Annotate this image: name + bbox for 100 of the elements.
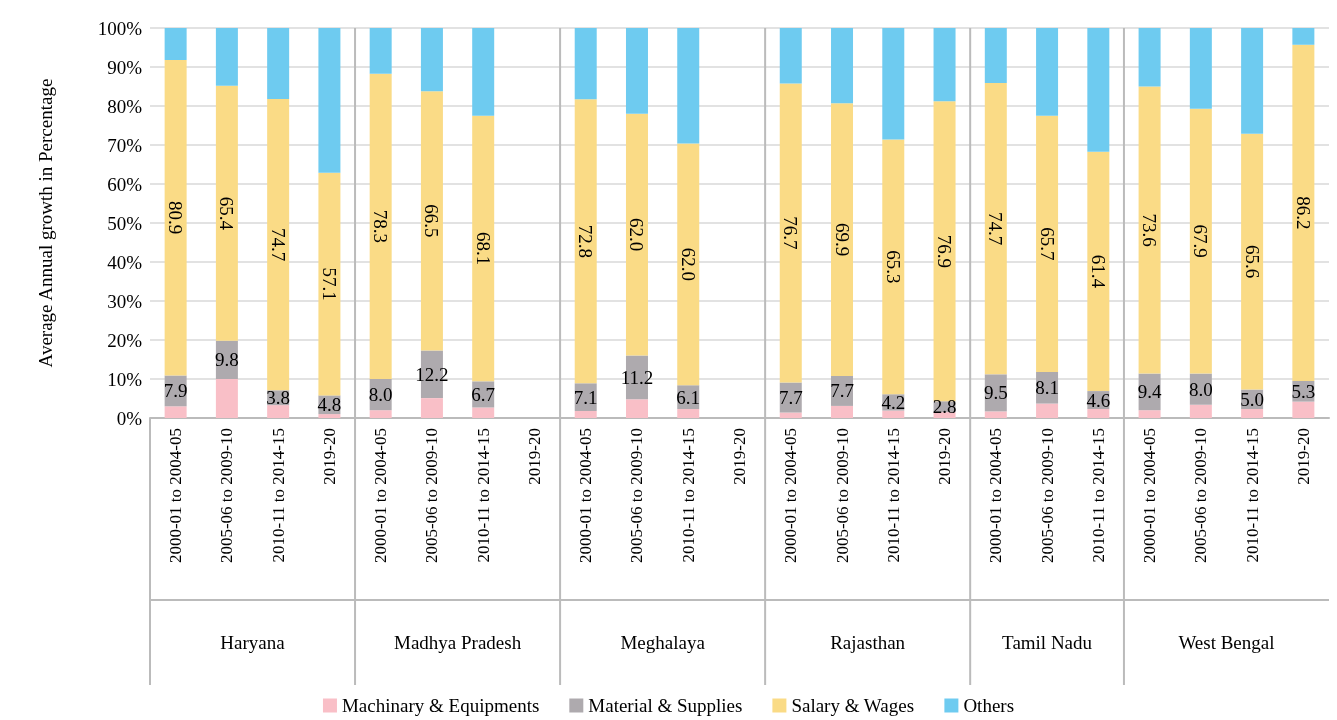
bar (1292, 28, 1315, 45)
data-label: 65.6 (1241, 244, 1263, 279)
bar (831, 28, 854, 104)
bar (267, 28, 290, 99)
y-tick-label: 10% (107, 368, 143, 390)
data-label: 74.7 (267, 228, 289, 262)
bar (472, 28, 495, 116)
text: Meghalaya (620, 632, 706, 653)
data-label: 67.9 (1190, 224, 1212, 258)
bar (831, 103, 854, 376)
bar (1189, 108, 1212, 374)
legend-label: Material & Supplies (588, 695, 743, 716)
data-label: 4.6 (1086, 389, 1111, 411)
x-tick-label: 2019-20 (730, 428, 749, 485)
bar (267, 98, 290, 391)
bar (164, 59, 187, 376)
data-label: 65.3 (882, 250, 904, 284)
bar (984, 28, 1007, 83)
x-tick-label: 2000-01 to 2004-05 (1140, 428, 1160, 564)
data-label: 66.5 (421, 204, 443, 238)
data-label: 57.1 (318, 267, 340, 301)
x-tick-label: 2005-06 to 2009-10 (1191, 428, 1211, 564)
data-label: 4.2 (881, 391, 906, 413)
data-label: 8.0 (1188, 378, 1213, 400)
data-label: 6.7 (471, 383, 496, 405)
bar (1138, 86, 1161, 374)
bar (933, 101, 956, 402)
x-tick-label: 2019-20 (935, 428, 955, 485)
bar (984, 411, 1007, 418)
x-tick-label: 2005-06 to 2009-10 (217, 428, 237, 564)
data-label: 68.1 (472, 231, 494, 266)
data-label: 61.4 (1087, 254, 1109, 289)
x-tick-label: 2000-01 to 2004-05 (986, 428, 1006, 564)
bar (215, 379, 238, 418)
bar (882, 410, 905, 418)
y-tick-label: 40% (107, 251, 143, 273)
data-label: 80.9 (165, 201, 187, 235)
x-tick-label: 2000-01 to 2004-05 (576, 428, 596, 564)
bar (420, 398, 443, 418)
bar (625, 399, 648, 418)
data-label: 86.2 (1292, 196, 1314, 230)
bar (369, 73, 392, 379)
text: West Bengal (1178, 632, 1275, 653)
bar (1241, 133, 1264, 390)
x-tick-label: 2005-06 to 2009-10 (832, 428, 852, 564)
data-label: 9.5 (983, 382, 1008, 404)
bar (420, 28, 443, 92)
bar (677, 28, 700, 144)
bar (1036, 28, 1059, 116)
bar (984, 82, 1007, 375)
y-tick-label: 70% (107, 134, 143, 156)
bar (420, 91, 443, 351)
y-tick-label: 50% (107, 212, 143, 234)
x-tick-label: 2005-06 to 2009-10 (422, 428, 442, 564)
text: Haryana (220, 632, 286, 653)
bar (164, 406, 187, 418)
x-tick-label: 2010-11 to 2014-15 (678, 428, 698, 563)
bar (1087, 409, 1110, 418)
data-label: 12.2 (415, 363, 449, 385)
data-label: 4.8 (317, 394, 342, 416)
x-tick-label: 2019-20 (1293, 428, 1313, 485)
bar (779, 83, 802, 383)
data-label: 65.4 (216, 196, 238, 231)
text: Tamil Nadu (1002, 632, 1093, 653)
data-label: 9.4 (1137, 381, 1162, 403)
bar (831, 405, 854, 418)
bar (1189, 28, 1212, 109)
data-label: 62.0 (677, 247, 699, 281)
bar (574, 410, 597, 418)
text: Madhya Pradesh (393, 632, 522, 653)
bar (164, 28, 187, 60)
y-tick-label: 100% (97, 17, 143, 39)
data-label: 11.2 (620, 366, 654, 388)
bar (1036, 115, 1059, 372)
text: Rajasthan (830, 632, 906, 653)
data-label: 72.8 (575, 224, 597, 258)
data-label: 2.8 (932, 396, 957, 418)
bar (1138, 28, 1161, 87)
bar (625, 113, 648, 356)
data-label: 7.9 (163, 380, 188, 402)
data-label: 3.8 (266, 387, 291, 409)
data-label: 8.1 (1035, 377, 1059, 399)
y-tick-label: 0% (116, 407, 143, 429)
x-tick-label: 2005-06 to 2009-10 (1037, 428, 1057, 564)
bar (318, 414, 341, 418)
x-tick-label: 2010-11 to 2014-15 (268, 428, 288, 563)
legend-label: Salary & Wages (791, 695, 915, 716)
data-label: 76.9 (934, 234, 956, 268)
bar (1292, 44, 1315, 381)
data-label: 62.0 (626, 218, 648, 252)
y-tick-label: 30% (107, 290, 143, 312)
y-tick-label: 20% (107, 329, 143, 351)
bar (1241, 28, 1264, 134)
x-tick-label: 2000-01 to 2004-05 (781, 428, 801, 564)
bar (1087, 151, 1110, 392)
x-tick-label: 2010-11 to 2014-15 (1242, 428, 1262, 563)
bar (882, 139, 905, 395)
bar (472, 115, 495, 382)
bar (779, 28, 802, 84)
bar (1241, 409, 1264, 418)
